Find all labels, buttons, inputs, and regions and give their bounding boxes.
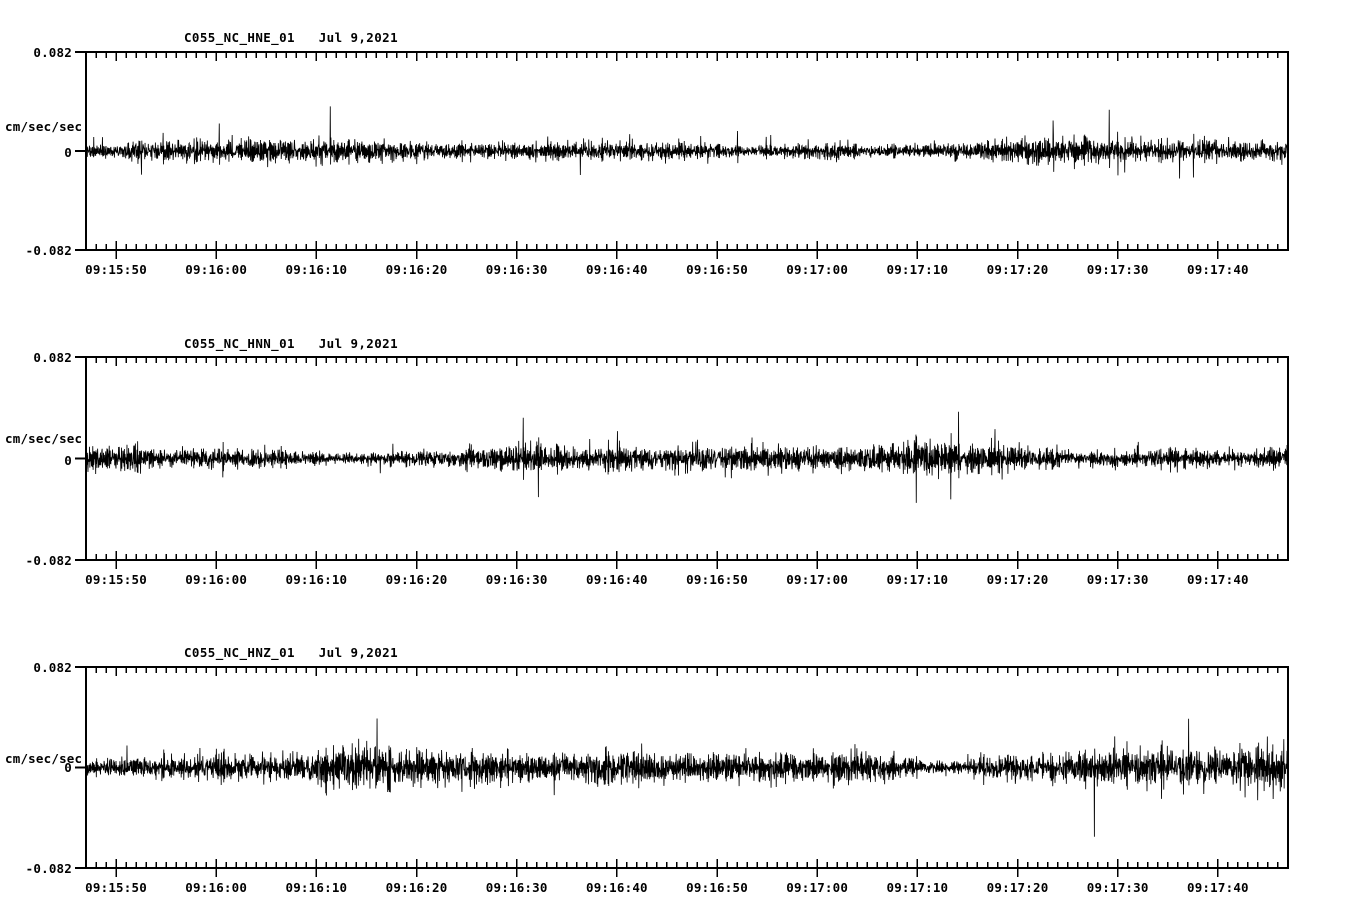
y-tick-label-min-hnn: -0.082 <box>25 553 72 568</box>
x-tick-label: 09:17:40 <box>1186 262 1249 277</box>
waveform-panel-hnn: C055_NC_HNN_01 Jul 9,2021 cm/sec/sec 0.0… <box>0 305 1358 615</box>
x-tick-label: 09:16:50 <box>686 880 748 895</box>
x-tick-label: 09:16:50 <box>686 262 748 277</box>
y-axis-ticks-hne <box>75 51 86 251</box>
waveform-trace-hnn <box>85 411 1289 503</box>
axis-ticks-hne <box>85 52 1289 259</box>
x-tick-label: 09:17:40 <box>1186 880 1249 895</box>
waveform-panel-hne: C055_NC_HNE_01 Jul 9,2021 cm/sec/sec 0.0… <box>0 0 1358 305</box>
waveform-trace-hne <box>85 106 1289 179</box>
waveform-plot-hnz <box>75 666 1289 877</box>
x-tick-label: 09:16:00 <box>185 262 248 277</box>
y-axis-units-label-hne: cm/sec/sec <box>5 119 83 134</box>
x-tick-label: 09:16:10 <box>285 262 348 277</box>
x-tick-label: 09:17:40 <box>1186 572 1249 587</box>
x-tick-label: 09:17:10 <box>886 880 949 895</box>
x-tick-label: 09:15:50 <box>85 880 147 895</box>
y-tick-label-zero-hne: 0 <box>64 145 72 160</box>
x-tick-label: 09:16:00 <box>185 880 248 895</box>
x-tick-label: 09:16:30 <box>485 880 548 895</box>
x-tick-label: 09:17:20 <box>986 880 1049 895</box>
x-tick-label: 09:16:20 <box>385 572 448 587</box>
x-tick-label: 09:17:20 <box>986 262 1049 277</box>
y-axis-ticks-hnz <box>75 666 86 869</box>
axis-ticks-hnn <box>85 357 1289 569</box>
x-tick-label: 09:15:50 <box>85 572 147 587</box>
waveform-panel-hnz: C055_NC_HNZ_01 Jul 9,2021 cm/sec/sec 0.0… <box>0 615 1358 924</box>
x-tick-label: 09:17:30 <box>1086 572 1149 587</box>
y-tick-label-min-hne: -0.082 <box>25 243 72 258</box>
x-tick-label: 09:17:20 <box>986 572 1049 587</box>
x-tick-label: 09:17:10 <box>886 262 949 277</box>
waveform-plot-hnn <box>75 356 1289 569</box>
x-tick-label: 09:16:20 <box>385 262 448 277</box>
x-tick-label: 09:16:30 <box>485 262 548 277</box>
x-tick-label: 09:16:30 <box>485 572 548 587</box>
x-tick-label: 09:17:00 <box>786 262 849 277</box>
x-tick-label: 09:17:30 <box>1086 262 1149 277</box>
panel-title-hnz: C055_NC_HNZ_01 Jul 9,2021 <box>184 645 398 660</box>
x-tick-label: 09:16:50 <box>686 572 748 587</box>
x-tick-label: 09:17:00 <box>786 572 849 587</box>
y-axis-ticks-hnn <box>75 356 86 561</box>
x-tick-label: 09:15:50 <box>85 262 147 277</box>
y-tick-label-zero-hnz: 0 <box>64 760 72 775</box>
x-tick-label: 09:17:10 <box>886 572 949 587</box>
x-tick-label: 09:16:40 <box>585 262 648 277</box>
x-tick-label: 09:16:40 <box>585 880 648 895</box>
y-tick-label-max-hne: 0.082 <box>33 45 72 60</box>
y-axis-units-label-hnz: cm/sec/sec <box>5 751 83 766</box>
y-tick-label-min-hnz: -0.082 <box>25 861 72 876</box>
axis-ticks-hnz <box>85 667 1289 877</box>
x-tick-label: 09:16:00 <box>185 572 248 587</box>
y-tick-label-max-hnz: 0.082 <box>33 660 72 675</box>
y-tick-label-zero-hnn: 0 <box>64 453 72 468</box>
x-tick-label: 09:17:00 <box>786 880 849 895</box>
waveform-plot-hne <box>75 51 1289 259</box>
y-axis-units-label-hnn: cm/sec/sec <box>5 431 83 446</box>
x-tick-label: 09:16:10 <box>285 572 348 587</box>
x-tick-label: 09:16:10 <box>285 880 348 895</box>
panel-title-hne: C055_NC_HNE_01 Jul 9,2021 <box>184 30 398 45</box>
waveform-trace-hnz <box>85 718 1289 837</box>
x-tick-label: 09:16:40 <box>585 572 648 587</box>
x-tick-label: 09:16:20 <box>385 880 448 895</box>
y-tick-label-max-hnn: 0.082 <box>33 350 72 365</box>
x-tick-label: 09:17:30 <box>1086 880 1149 895</box>
panel-title-hnn: C055_NC_HNN_01 Jul 9,2021 <box>184 336 398 351</box>
